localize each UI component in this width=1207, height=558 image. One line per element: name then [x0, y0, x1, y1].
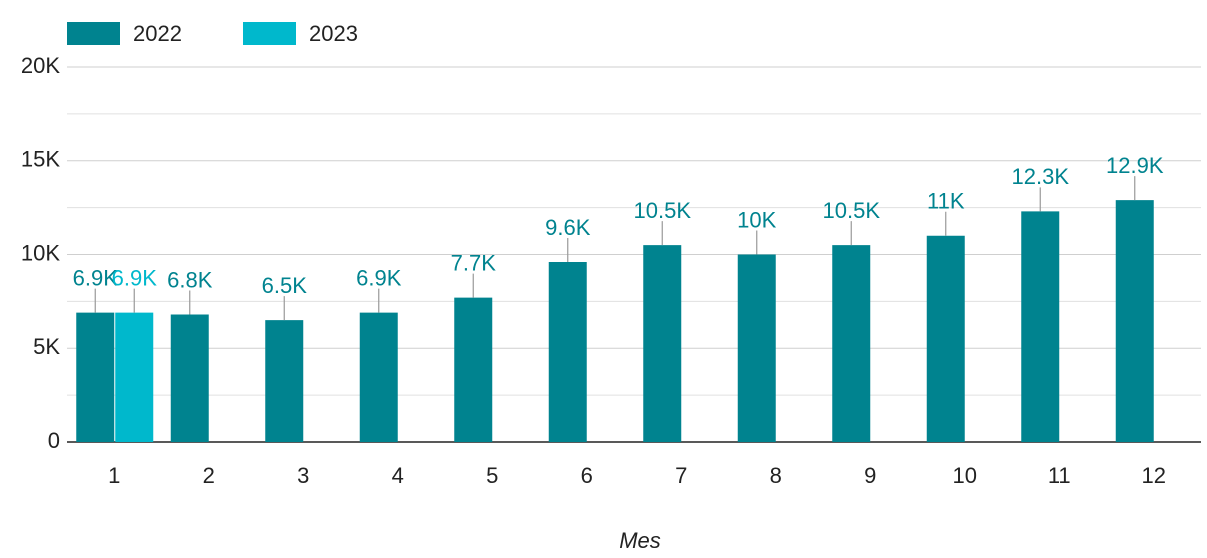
x-tick-label: 11: [1048, 463, 1071, 488]
data-label: 6.9K: [73, 265, 119, 290]
legend-swatch: [67, 22, 120, 45]
data-label: 10K: [737, 207, 776, 232]
data-label: 11K: [927, 189, 965, 214]
x-tick-label: 8: [770, 463, 782, 488]
y-tick-label: 0: [48, 428, 60, 453]
data-label: 12.9K: [1106, 153, 1164, 178]
bar: [737, 254, 776, 442]
data-label: 10.5K: [634, 198, 692, 223]
bar: [832, 245, 871, 442]
x-tick-label: 6: [581, 463, 593, 488]
x-tick-label: 12: [1142, 463, 1166, 488]
y-tick-label: 5K: [33, 334, 60, 359]
y-tick-label: 15K: [21, 147, 60, 172]
bar: [265, 320, 304, 442]
data-label: 12.3K: [1012, 164, 1070, 189]
legend-label: 2023: [309, 21, 358, 46]
bar: [115, 312, 154, 442]
x-tick-label: 2: [203, 463, 215, 488]
x-tick-label: 10: [953, 463, 977, 488]
bar: [76, 312, 115, 442]
x-tick-label: 5: [486, 463, 498, 488]
bar: [643, 245, 682, 442]
data-label: 6.9K: [356, 265, 402, 290]
bar: [926, 235, 965, 442]
bar: [1021, 211, 1060, 442]
data-label: 6.5K: [262, 273, 308, 298]
legend-label: 2022: [133, 21, 182, 46]
bar: [548, 262, 587, 442]
data-label: 6.9K: [112, 265, 158, 290]
y-tick-label: 20K: [21, 53, 60, 78]
data-label: 9.6K: [545, 215, 591, 240]
x-tick-label: 3: [297, 463, 309, 488]
bar: [1115, 200, 1154, 442]
x-axis-title: Mes: [619, 528, 661, 553]
data-label: 7.7K: [451, 250, 497, 275]
data-label: 10.5K: [823, 198, 881, 223]
data-label: 6.8K: [167, 267, 213, 292]
x-tick-label: 7: [675, 463, 687, 488]
x-tick-label: 4: [392, 463, 404, 488]
legend-swatch: [243, 22, 296, 45]
bar: [170, 314, 209, 442]
x-tick-label: 9: [864, 463, 876, 488]
bar: [454, 297, 493, 442]
x-tick-label: 1: [108, 463, 120, 488]
y-tick-label: 10K: [21, 240, 60, 265]
bar: [359, 312, 398, 442]
